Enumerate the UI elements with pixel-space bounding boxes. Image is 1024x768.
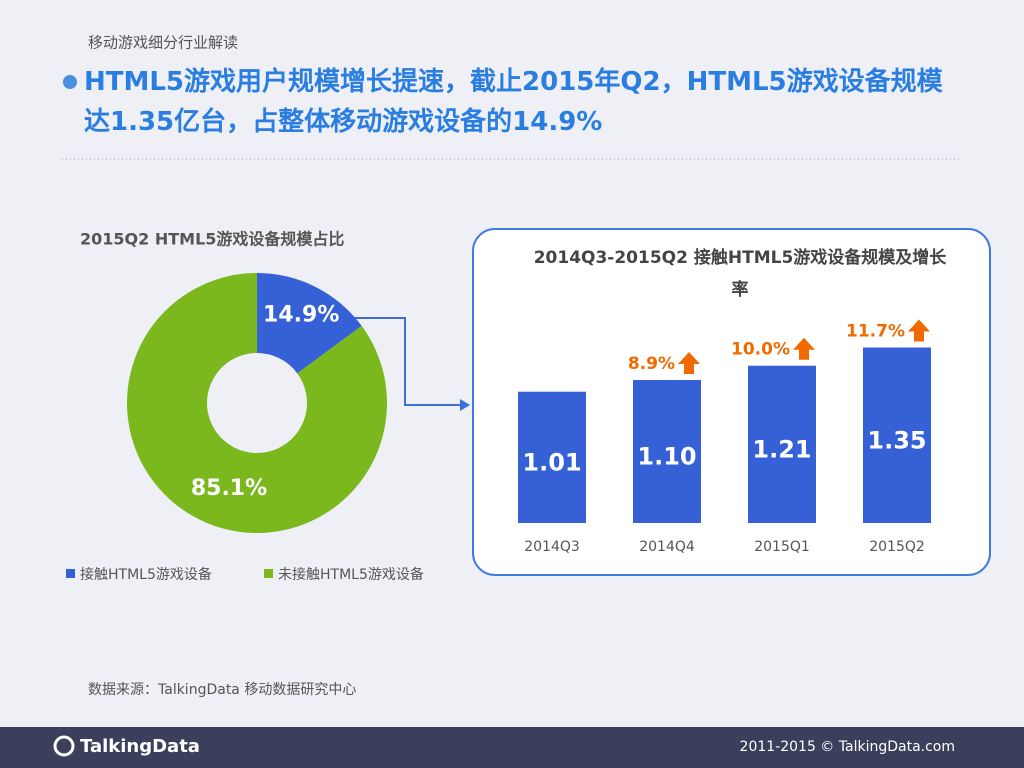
slice-label: 14.9% bbox=[263, 303, 339, 328]
bar bbox=[863, 347, 931, 523]
donut-slice bbox=[257, 273, 362, 374]
bar-title: 2014Q3-2015Q2 接触HTML5游戏设备规模及增长率 bbox=[533, 248, 947, 300]
footer-bar bbox=[0, 727, 1024, 768]
legend-swatch bbox=[264, 569, 273, 578]
bar-label: 1.35 bbox=[867, 426, 926, 454]
growth-label: 10.0% bbox=[731, 340, 790, 360]
donut-title: 2015Q2 HTML5游戏设备规模占比 bbox=[80, 230, 344, 249]
growth-label: 8.9% bbox=[628, 354, 675, 374]
growth-arrow bbox=[678, 352, 700, 374]
section-title: 移动游戏细分行业解读 bbox=[88, 34, 238, 52]
x-tick-label: 2015Q2 bbox=[869, 539, 925, 555]
legend-label: 未接触HTML5游戏设备 bbox=[278, 566, 424, 583]
headline: HTML5游戏用户规模增长提速，截止2015年Q2，HTML5游戏设备规模达1.… bbox=[84, 67, 943, 137]
legend-swatch bbox=[66, 569, 75, 578]
legend-label: 接触HTML5游戏设备 bbox=[80, 566, 212, 583]
source: 数据来源：TalkingData 移动数据研究中心 bbox=[88, 682, 356, 698]
copyright: 2011-2015 © TalkingData.com bbox=[740, 739, 955, 755]
growth-arrow bbox=[908, 319, 930, 342]
x-tick-label: 2014Q4 bbox=[639, 539, 695, 555]
connector-arrow bbox=[460, 399, 470, 411]
bar bbox=[518, 391, 586, 523]
growth-label: 11.7% bbox=[846, 322, 905, 342]
logo-icon bbox=[53, 735, 75, 757]
bar-label: 1.21 bbox=[752, 435, 811, 463]
bar-label: 1.01 bbox=[522, 448, 581, 476]
x-tick-label: 2015Q1 bbox=[754, 539, 810, 555]
slice-label: 85.1% bbox=[191, 476, 267, 501]
bar bbox=[633, 380, 701, 523]
connector bbox=[345, 317, 462, 406]
donut-slice bbox=[127, 273, 387, 533]
x-tick-label: 2014Q3 bbox=[524, 539, 580, 555]
bar bbox=[748, 365, 816, 523]
bar-panel bbox=[472, 228, 991, 576]
bullet bbox=[63, 75, 77, 89]
growth-arrow bbox=[793, 337, 815, 360]
bar-label: 1.10 bbox=[637, 443, 696, 471]
logo: TalkingData bbox=[80, 736, 200, 757]
